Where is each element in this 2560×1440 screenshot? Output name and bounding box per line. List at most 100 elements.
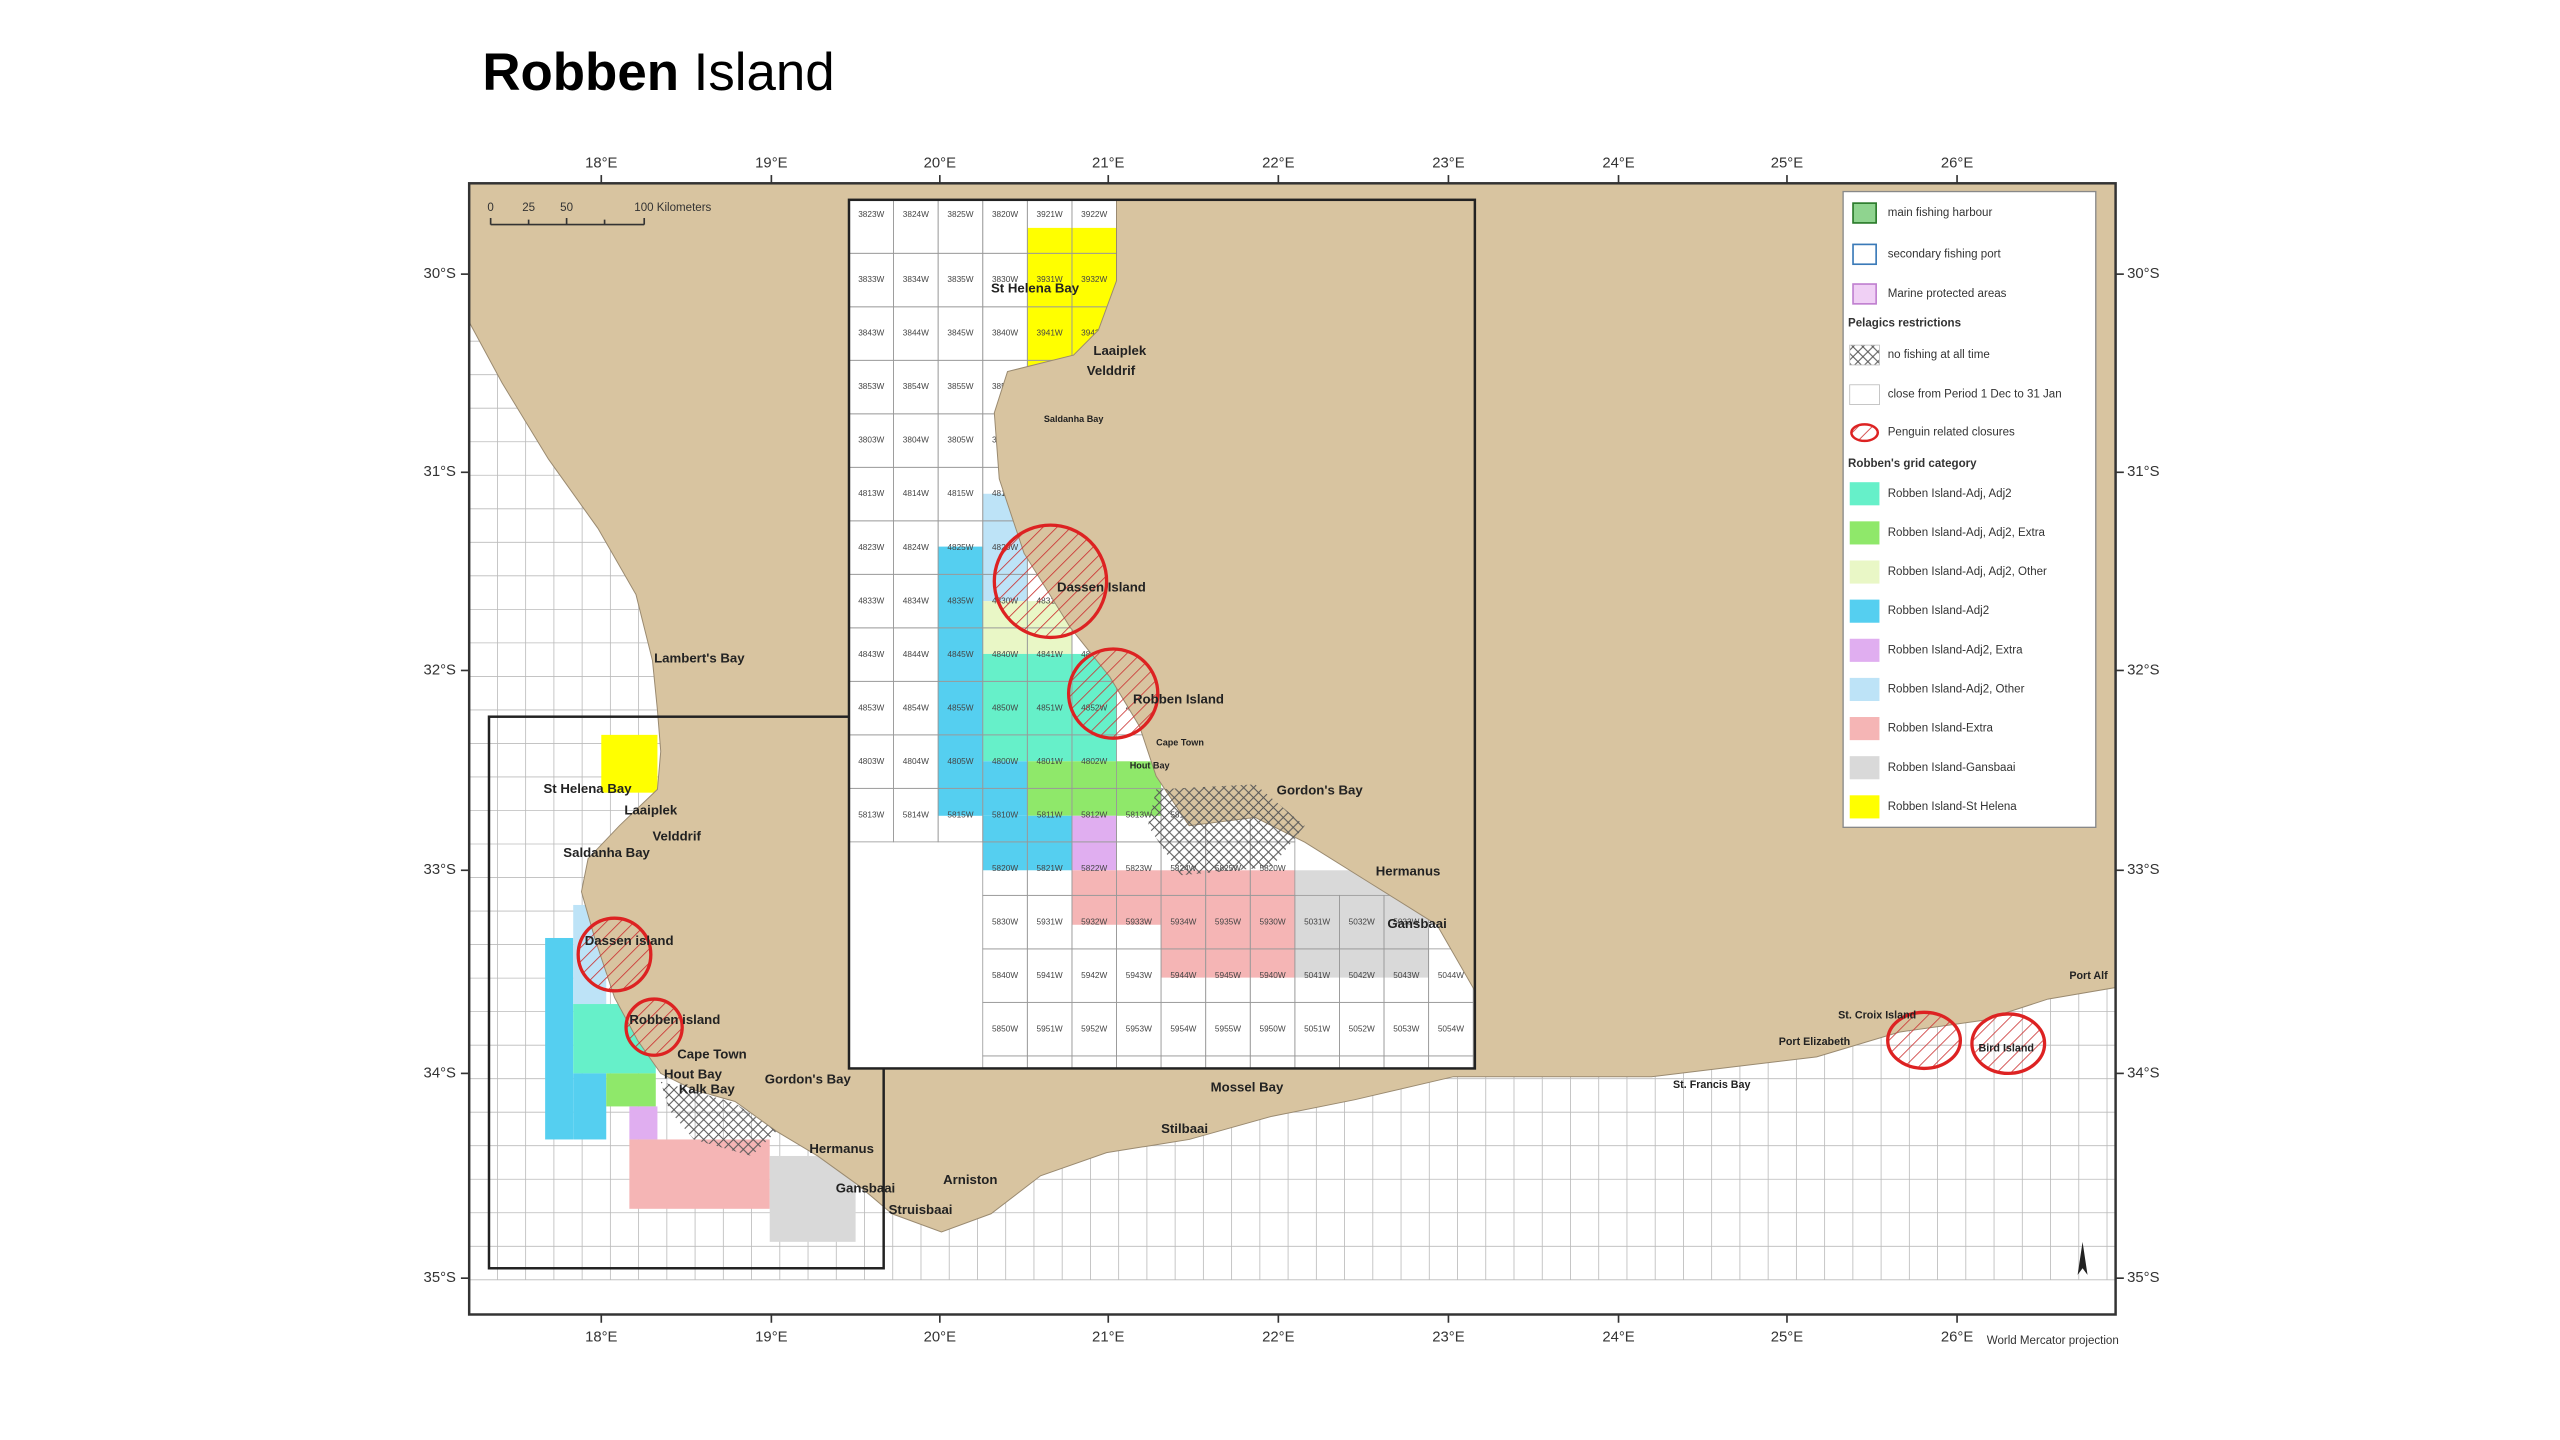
grid-cell xyxy=(1428,1055,1474,1069)
grid-code: 4834W xyxy=(903,596,929,605)
grid-code: 5811W xyxy=(1037,810,1063,819)
legend-label: Robben Island-Adj2, Extra xyxy=(1888,644,2023,656)
penguin-closure xyxy=(576,916,653,993)
place-label: Kalk Bay xyxy=(679,1081,735,1096)
inset-frame xyxy=(847,198,1477,1070)
grid-code: 4850W xyxy=(992,703,1018,712)
inset-place-label: Laaiplek xyxy=(1093,343,1146,358)
legend-symbol xyxy=(1852,202,1877,224)
lon-label: 24°E xyxy=(1602,155,1634,171)
grid-code: 5820W xyxy=(1259,864,1285,873)
legend-swatch xyxy=(1849,795,1880,819)
lon-label: 18°E xyxy=(585,155,617,171)
grid-code: 4833W xyxy=(858,596,884,605)
grid-code: 4854W xyxy=(903,703,929,712)
grid-code: 5930W xyxy=(1259,917,1285,926)
grid-code: 5932W xyxy=(1081,917,1107,926)
legend-label: Robben Island-Adj, Adj2 xyxy=(1888,488,2012,500)
legend-swatch xyxy=(1849,717,1880,741)
lat-label: 34°S xyxy=(424,1065,456,1081)
grid-code: 4814W xyxy=(903,489,929,498)
lat-label: 30°S xyxy=(2127,266,2159,282)
grid-code: 4824W xyxy=(903,543,929,552)
grid-code: 5951W xyxy=(1037,1024,1063,1033)
cell-adj2-extra xyxy=(1071,815,1117,871)
grid-code: 5950W xyxy=(1259,1024,1285,1033)
grid-code: 5941W xyxy=(1037,971,1063,980)
grid-code: 5813W xyxy=(1126,810,1152,819)
place-label: St. Francis Bay xyxy=(1673,1079,1750,1091)
legend-swatch xyxy=(1849,521,1880,545)
inset-place-label: Velddrif xyxy=(1087,363,1136,378)
inset-place-label: Cape Town xyxy=(1156,738,1204,748)
legend-symbol xyxy=(1852,243,1877,266)
grid-code: 5053W xyxy=(1393,1024,1419,1033)
lat-label: 35°S xyxy=(2127,1270,2159,1286)
place-label: Bird Island xyxy=(1979,1042,2034,1054)
lat-label: 33°S xyxy=(424,862,456,878)
lon-label: 21°E xyxy=(1092,155,1124,171)
grid-cell xyxy=(1026,1055,1073,1069)
lon-label: 18°E xyxy=(585,1330,617,1346)
scale-label: 25 xyxy=(522,202,535,214)
legend: main fishing harbour secondary fishing po… xyxy=(1842,190,2097,828)
legend-label: Robben Island-Extra xyxy=(1888,723,1994,735)
lat-label: 31°S xyxy=(424,464,456,480)
grid-code: 3854W xyxy=(903,382,929,391)
grid-code: 5931W xyxy=(1037,917,1063,926)
scale-label: 100 Kilometers xyxy=(634,202,711,214)
grid-code: 5821W xyxy=(1037,864,1063,873)
grid-code: 3804W xyxy=(903,436,929,445)
slide-title: Robben Island xyxy=(482,43,834,102)
inset-labels: St Helena Bay Laaiplek Velddrif Saldanha Ba… xyxy=(991,280,1447,931)
inset-place-label: Gordon's Bay xyxy=(1277,782,1364,797)
cell-adj2 xyxy=(573,1073,607,1140)
legend-label: Penguin related closures xyxy=(1888,427,2015,439)
grid-code: 3820W xyxy=(992,210,1018,219)
grid-code: 3942W xyxy=(1081,329,1107,338)
lat-label: 35°S xyxy=(424,1270,456,1286)
grid-code: 4802W xyxy=(1081,757,1107,766)
place-label: Dassen island xyxy=(585,933,674,948)
grid-cell xyxy=(1160,1055,1207,1069)
grid-code: 5051W xyxy=(1304,1024,1330,1033)
penguin-closure xyxy=(1970,1012,2047,1076)
grid-code: 5934W xyxy=(1170,917,1196,926)
legend-swatch xyxy=(1849,599,1880,623)
grid-code: 4845W xyxy=(947,650,973,659)
grid-code: 5822W xyxy=(1081,864,1107,873)
grid-code: 4804W xyxy=(903,757,929,766)
place-label: Gansbaai xyxy=(836,1180,895,1195)
lon-label: 22°E xyxy=(1262,1330,1294,1346)
grid-code: 5943W xyxy=(1126,971,1152,980)
legend-heading: Pelagics restrictions xyxy=(1848,318,1961,330)
grid-code: 5041W xyxy=(1304,971,1330,980)
grid-code: 4844W xyxy=(903,650,929,659)
legend-swatch xyxy=(1849,756,1880,780)
legend-label: Robben Island-Adj2, Other xyxy=(1888,683,2025,695)
lon-label: 20°E xyxy=(924,1330,956,1346)
grid-code: 3845W xyxy=(947,329,973,338)
map-frame xyxy=(467,182,2117,1316)
lat-label: 30°S xyxy=(424,266,456,282)
grid-code: 3803W xyxy=(858,436,884,445)
grid-code: 5952W xyxy=(1081,1024,1107,1033)
grid-cell xyxy=(1339,1055,1385,1069)
inset-map: 3823W 3824W 3825W 3820W 3921W 3922W 3833W 3834W… xyxy=(848,199,1475,1069)
legend-symbol xyxy=(1849,344,1880,366)
grid-code: 5814W xyxy=(903,810,929,819)
grid-code: 3823W xyxy=(858,210,884,219)
grid-code: 3805W xyxy=(947,436,973,445)
inset-place-label: St Helena Bay xyxy=(991,280,1080,295)
place-label: Hout Bay xyxy=(664,1067,723,1082)
lon-label: 19°E xyxy=(755,1330,787,1346)
inset-place-label: Hermanus xyxy=(1376,863,1441,878)
grid-code: 4801W xyxy=(1037,757,1063,766)
grid-code: 4823W xyxy=(858,543,884,552)
place-label: Stilbaai xyxy=(1161,1121,1208,1136)
grid-code: 5031W xyxy=(1304,917,1330,926)
legend-label: Robben Island-Gansbaai xyxy=(1888,762,2016,774)
grid-code: 3921W xyxy=(1037,210,1063,219)
